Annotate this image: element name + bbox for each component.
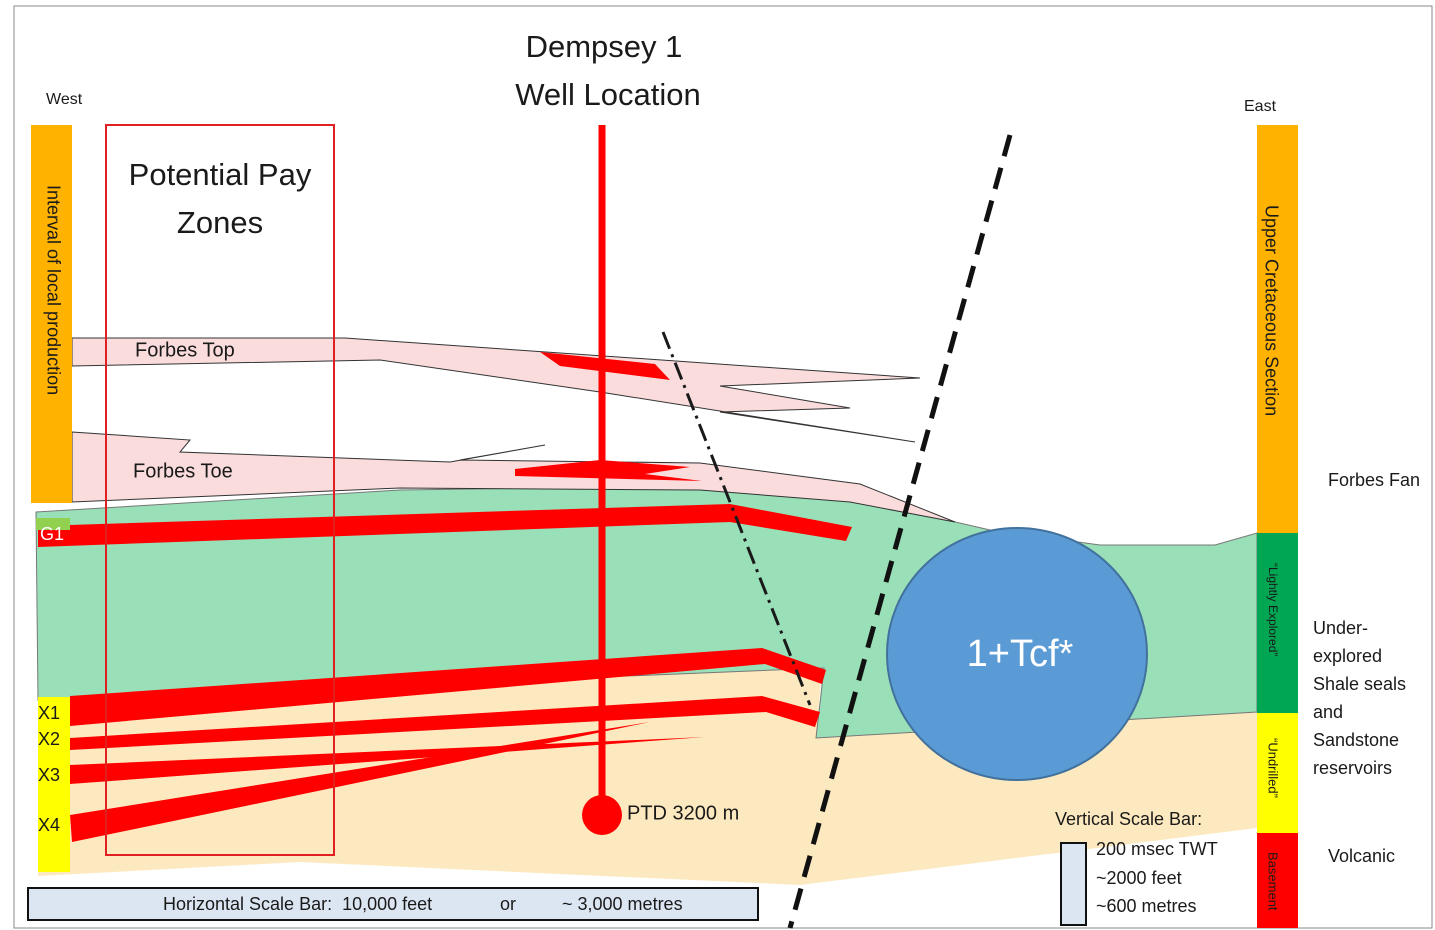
note: Shale seals bbox=[1313, 674, 1406, 694]
pay-zone-label: Potential Pay bbox=[129, 157, 312, 192]
title: Dempsey 1 bbox=[526, 29, 683, 64]
column-label: Upper Cretaceous Section bbox=[1261, 205, 1281, 416]
fault-major bbox=[787, 134, 1013, 929]
g1-bed bbox=[38, 504, 852, 547]
scale-line: ~2000 feet bbox=[1096, 868, 1182, 888]
x3-bed bbox=[70, 737, 705, 784]
toe-pay bbox=[515, 460, 702, 481]
scale-text: or bbox=[500, 894, 516, 914]
x1-bed bbox=[70, 648, 826, 726]
direction-label: West bbox=[46, 91, 83, 108]
scale-title: Vertical Scale Bar: bbox=[1055, 809, 1202, 829]
note: and bbox=[1313, 702, 1343, 722]
note: Under- bbox=[1313, 618, 1368, 638]
x2-bed bbox=[70, 696, 820, 750]
scale-line: ~600 metres bbox=[1096, 896, 1197, 916]
production-label: Interval of local production bbox=[43, 185, 63, 395]
prospect-label: 1+Tcf* bbox=[967, 633, 1074, 675]
x4-bed bbox=[70, 722, 650, 842]
column-segment bbox=[1257, 533, 1298, 713]
column-segment bbox=[1257, 713, 1298, 833]
td-label: PTD 3200 m bbox=[627, 802, 739, 824]
column-label: “Lightly Explored” bbox=[1266, 563, 1280, 656]
formation-label: Forbes Top bbox=[135, 339, 235, 361]
horizon-label: X1 bbox=[38, 703, 60, 723]
vertical-scale-bar bbox=[1060, 842, 1087, 926]
forbes-top-layer bbox=[71, 337, 921, 443]
prospect bbox=[886, 527, 1148, 781]
direction-label: East bbox=[1244, 98, 1277, 115]
pay-zone-label: Zones bbox=[177, 205, 263, 240]
scale-line: 200 msec TWT bbox=[1096, 839, 1218, 859]
fault-minor bbox=[661, 331, 812, 706]
column-label: Basement bbox=[1266, 852, 1281, 911]
forbes-toe-layer bbox=[71, 431, 956, 523]
note: Sandstone bbox=[1313, 730, 1399, 750]
x-marker bbox=[38, 697, 70, 872]
horizontal-scale-bar bbox=[27, 887, 759, 921]
pay-zone-box bbox=[105, 124, 335, 856]
scale-text: Horizontal Scale Bar: 10,000 feet bbox=[163, 894, 432, 914]
note: explored bbox=[1313, 646, 1382, 666]
g1-marker bbox=[36, 518, 70, 530]
formation-label: Forbes Toe bbox=[133, 460, 233, 482]
column-segment bbox=[1257, 833, 1298, 928]
column-segment bbox=[1257, 125, 1298, 533]
horizon-label: X3 bbox=[38, 765, 60, 785]
title: Well Location bbox=[515, 77, 701, 112]
horizon-label: X2 bbox=[38, 729, 60, 749]
well-td bbox=[582, 795, 622, 835]
note: Volcanic bbox=[1328, 846, 1395, 866]
horizon-label: G1 bbox=[40, 524, 64, 544]
scale-text: ~ 3,000 metres bbox=[562, 894, 683, 914]
column-label: “Undrilled” bbox=[1266, 738, 1281, 798]
horizon-label: X4 bbox=[38, 815, 60, 835]
note: Forbes Fan bbox=[1328, 470, 1420, 490]
production-bar bbox=[31, 125, 72, 503]
note: reservoirs bbox=[1313, 758, 1392, 778]
